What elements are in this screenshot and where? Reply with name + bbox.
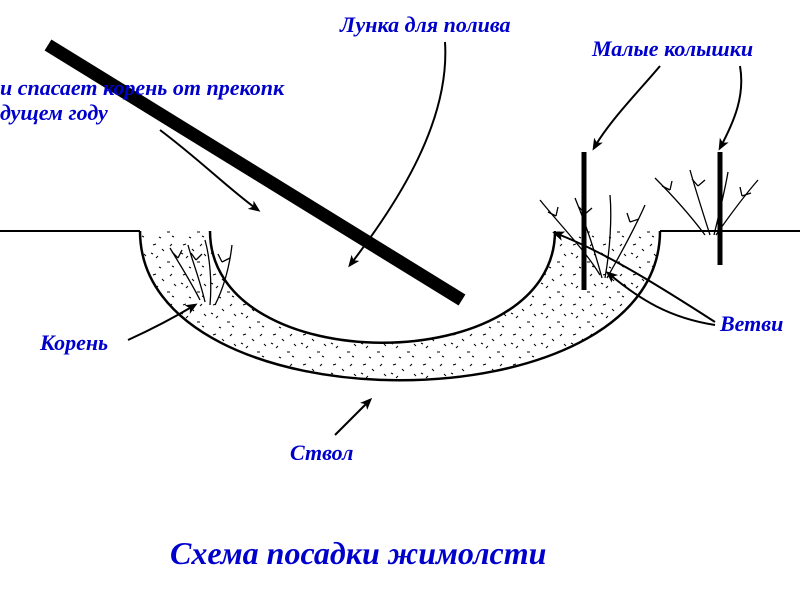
- arrow-trunk: [335, 400, 370, 435]
- label-cover-root: и спасает корень от прекопк дущем году: [0, 75, 284, 126]
- label-trunk: Ствол: [290, 440, 353, 465]
- label-watering-hole: Лунка для полива: [340, 12, 511, 37]
- diagram-stage: Лунка для полива Малые колышки и спасает…: [0, 0, 800, 601]
- label-small-stakes: Малые колышки: [592, 36, 753, 61]
- label-root: Корень: [40, 330, 108, 355]
- label-branches: Ветви: [720, 311, 783, 336]
- diagram-title: Схема посадки жимолсти: [170, 535, 546, 572]
- branch-bush-2: [655, 170, 758, 235]
- arrow-stakes-1: [594, 66, 660, 148]
- arrow-watering-hole: [350, 42, 445, 265]
- arrow-root: [128, 305, 195, 340]
- arrow-stakes-2: [720, 66, 741, 148]
